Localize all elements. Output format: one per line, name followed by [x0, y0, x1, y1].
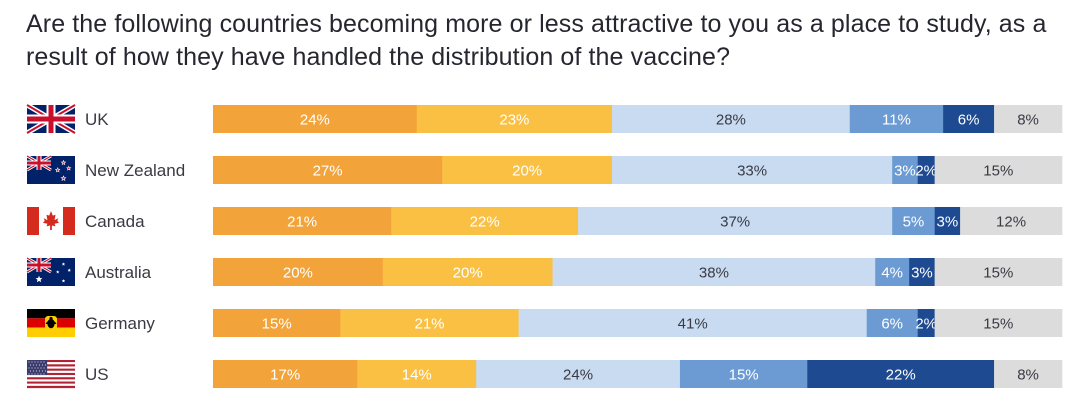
bar-segment [917, 309, 935, 337]
country-label: UK [85, 110, 109, 129]
data-label: 20% [512, 163, 542, 180]
data-label: 22% [470, 214, 500, 231]
data-label: 21% [287, 214, 317, 231]
us-flag-icon [27, 360, 75, 389]
country-label: Australia [85, 263, 152, 282]
data-label: 24% [563, 367, 593, 384]
bar-segment [892, 156, 918, 184]
bar-segment [612, 105, 851, 133]
bar-segment [679, 360, 808, 388]
bar-segment [578, 207, 893, 235]
bar-segment [892, 207, 935, 235]
country-label-column: UK New Zealand Canada Australia Germany US [85, 110, 185, 384]
country-label: New Zealand [85, 161, 185, 180]
data-label: 8% [1017, 112, 1039, 129]
data-label: 33% [737, 163, 767, 180]
data-label: 21% [414, 316, 444, 333]
data-label: 15% [983, 265, 1013, 282]
bar-segment [934, 207, 961, 235]
data-label: 15% [729, 367, 759, 384]
chart-title: Are the following countries becoming mor… [26, 10, 1047, 71]
data-label: 27% [313, 163, 343, 180]
uk-flag-icon [25, 102, 77, 136]
country-label: Canada [85, 212, 145, 231]
data-label: 20% [453, 265, 483, 282]
data-label: 2% [915, 316, 937, 333]
bar-segment [518, 309, 868, 337]
bar-segment [875, 258, 910, 286]
data-label: 17% [270, 367, 300, 384]
bar-segment [213, 207, 392, 235]
data-label: 3% [894, 163, 916, 180]
bar-segment [866, 309, 918, 337]
data-label: 12% [996, 214, 1026, 231]
data-label: 11% [882, 112, 911, 129]
bar-segment [213, 360, 358, 388]
bar-segment [476, 360, 681, 388]
bar-segment [340, 309, 519, 337]
bar-segment [552, 258, 876, 286]
bar-segment [213, 156, 443, 184]
bar-segment [934, 156, 1063, 184]
data-label: 3% [911, 265, 933, 282]
bar-segment [917, 156, 935, 184]
data-label: 20% [283, 265, 313, 282]
data-label: 41% [678, 316, 708, 333]
country-label: Germany [85, 314, 155, 333]
data-label: 6% [881, 316, 903, 333]
flag-column [25, 102, 77, 389]
data-label: 8% [1017, 367, 1039, 384]
data-label: 22% [886, 367, 916, 384]
bar-segment [934, 309, 1063, 337]
bar-segment [213, 258, 384, 286]
new-zealand-flag-icon [26, 154, 75, 184]
bars-area: 24% 23% 28% 11% 6% 8%27% 20% 33% 3% 2% 15%21% 22% 37… [213, 105, 1063, 388]
data-label: 5% [903, 214, 925, 231]
data-label: 2% [915, 163, 937, 180]
bar-segment [416, 105, 613, 133]
data-label: 15% [262, 316, 292, 333]
bar-segment [213, 309, 341, 337]
data-label: 6% [958, 112, 980, 129]
data-label: 14% [402, 367, 432, 384]
data-label: 3% [937, 214, 959, 231]
data-label: 38% [699, 265, 729, 282]
bar-segment [994, 105, 1063, 133]
data-label: 37% [720, 214, 750, 231]
germany-flag-icon [27, 309, 75, 337]
data-label: 24% [300, 112, 330, 129]
bar-segment [994, 360, 1063, 388]
bar-segment [943, 105, 995, 133]
bar-segment [391, 207, 579, 235]
bar-segment [357, 360, 477, 388]
country-label: US [85, 365, 109, 384]
bar-segment [442, 156, 613, 184]
data-label: 15% [983, 316, 1013, 333]
canada-flag-icon [27, 207, 75, 235]
data-label: 28% [716, 112, 746, 129]
bar-segment [612, 156, 893, 184]
data-label: 4% [881, 265, 903, 282]
data-label: 15% [983, 163, 1013, 180]
bar-segment [960, 207, 1063, 235]
bar-segment [934, 258, 1063, 286]
bar-segment [849, 105, 944, 133]
australia-flag-icon [26, 256, 75, 286]
bar-segment [909, 258, 935, 286]
bar-segment [382, 258, 553, 286]
bar-segment [213, 105, 418, 133]
data-label: 23% [499, 112, 529, 129]
bar-segment [807, 360, 995, 388]
